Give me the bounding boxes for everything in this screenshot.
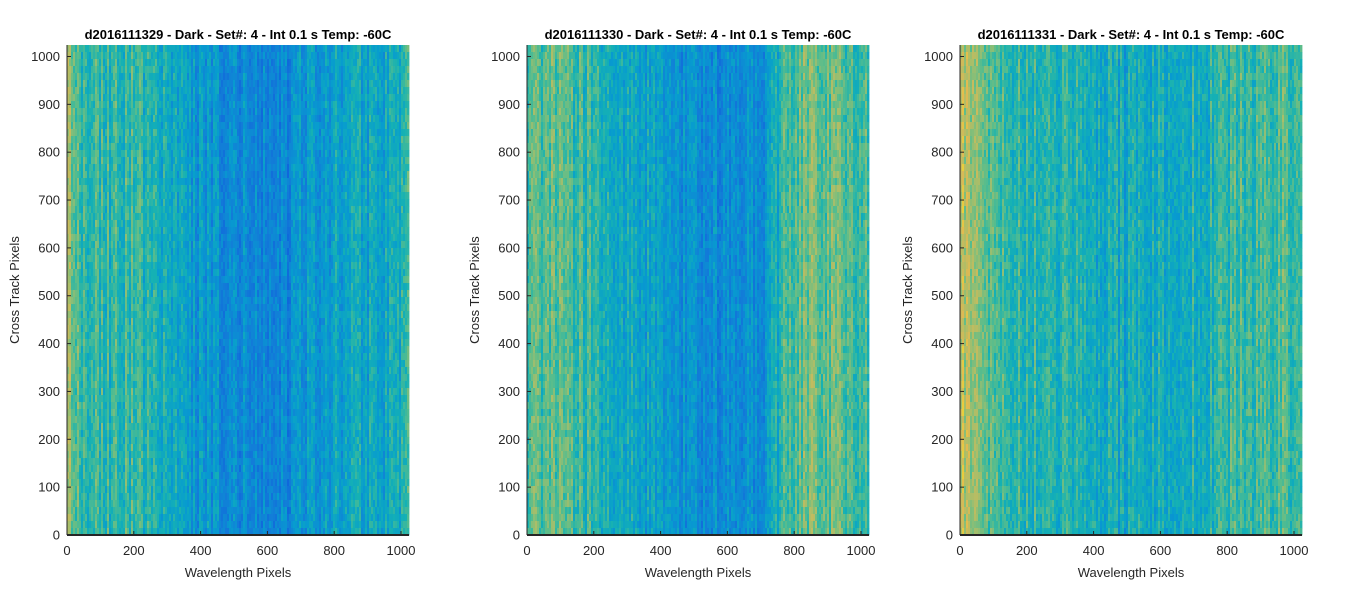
- heatmap-image: [67, 45, 409, 535]
- panel-1: 0 200 400 600 800 100001002003004005006007008…: [7, 27, 415, 580]
